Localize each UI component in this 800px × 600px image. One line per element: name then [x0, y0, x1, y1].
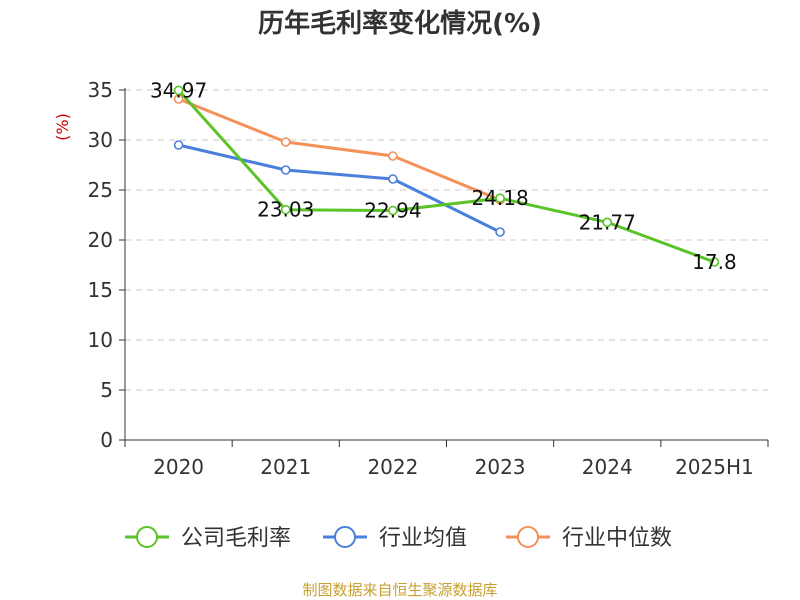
series-line-2: [178, 97, 501, 202]
series-layer: [173, 85, 720, 267]
legend-swatch-marker: [334, 526, 356, 548]
x-tick-label: 2020: [153, 455, 204, 479]
x-tick-label: 2024: [582, 455, 633, 479]
series-point-0: [709, 257, 720, 267]
x-tick-label: 2023: [475, 455, 526, 479]
legend-label: 公司毛利率: [181, 526, 291, 551]
axis-layer: 0 5 10 15 20 25 30 35 2020 2021 2022 2023 2024 2025H1: [88, 78, 769, 479]
x-tick-label: 2022: [367, 455, 418, 479]
data-label: 23.03: [257, 198, 314, 222]
y-tick-label: 35: [88, 78, 113, 102]
y-tick-label: 15: [88, 278, 113, 302]
data-label: 21.77: [579, 210, 636, 234]
y-tick-label: 30: [88, 128, 113, 152]
series-point-1: [173, 140, 184, 150]
data-label: 34.97: [150, 78, 207, 102]
series-line-0: [177, 89, 715, 264]
legend-swatch-marker: [517, 526, 539, 548]
y-tick-label: 5: [100, 378, 113, 402]
series-point-1: [495, 227, 505, 237]
legend-item: 行业中位数: [506, 526, 672, 551]
x-tick-label: 2025H1: [675, 455, 754, 479]
y-axis-label: (%): [53, 113, 72, 141]
legend: 公司毛利率 行业均值 行业中位数: [125, 526, 672, 551]
data-label: 24.18: [471, 186, 528, 210]
series-point-0: [280, 204, 291, 215]
data-label: 17.8: [692, 250, 737, 274]
series-point-0: [495, 193, 505, 203]
source-note: 制图数据来自恒生聚源数据库: [302, 581, 497, 599]
data-label: 22.94: [364, 199, 421, 223]
y-tick-label: 0: [100, 428, 113, 452]
legend-label: 行业中位数: [562, 526, 672, 551]
y-tick-label: 10: [88, 328, 113, 352]
series-point-1: [280, 165, 291, 175]
data-label-layer: 34.97 23.03 22.94 24.18 21.77 17.8: [150, 78, 737, 274]
x-tick-label: 2021: [260, 455, 311, 479]
series-point-0: [388, 205, 398, 216]
series-point-1: [388, 174, 398, 184]
legend-swatch-marker: [136, 526, 158, 548]
grid-layer: [125, 89, 768, 391]
series-point-0: [602, 217, 613, 228]
series-point-2: [388, 151, 398, 161]
series-point-0: [173, 85, 184, 96]
legend-label: 行业均值: [379, 526, 467, 551]
chart-title: 历年毛利率变化情况(%): [258, 8, 542, 39]
y-tick-label: 20: [88, 228, 113, 252]
series-line-1: [178, 143, 501, 234]
legend-item: 行业均值: [323, 526, 467, 551]
y-tick-label: 25: [88, 178, 113, 202]
series-point-2: [280, 137, 291, 147]
legend-item: 公司毛利率: [125, 526, 291, 551]
